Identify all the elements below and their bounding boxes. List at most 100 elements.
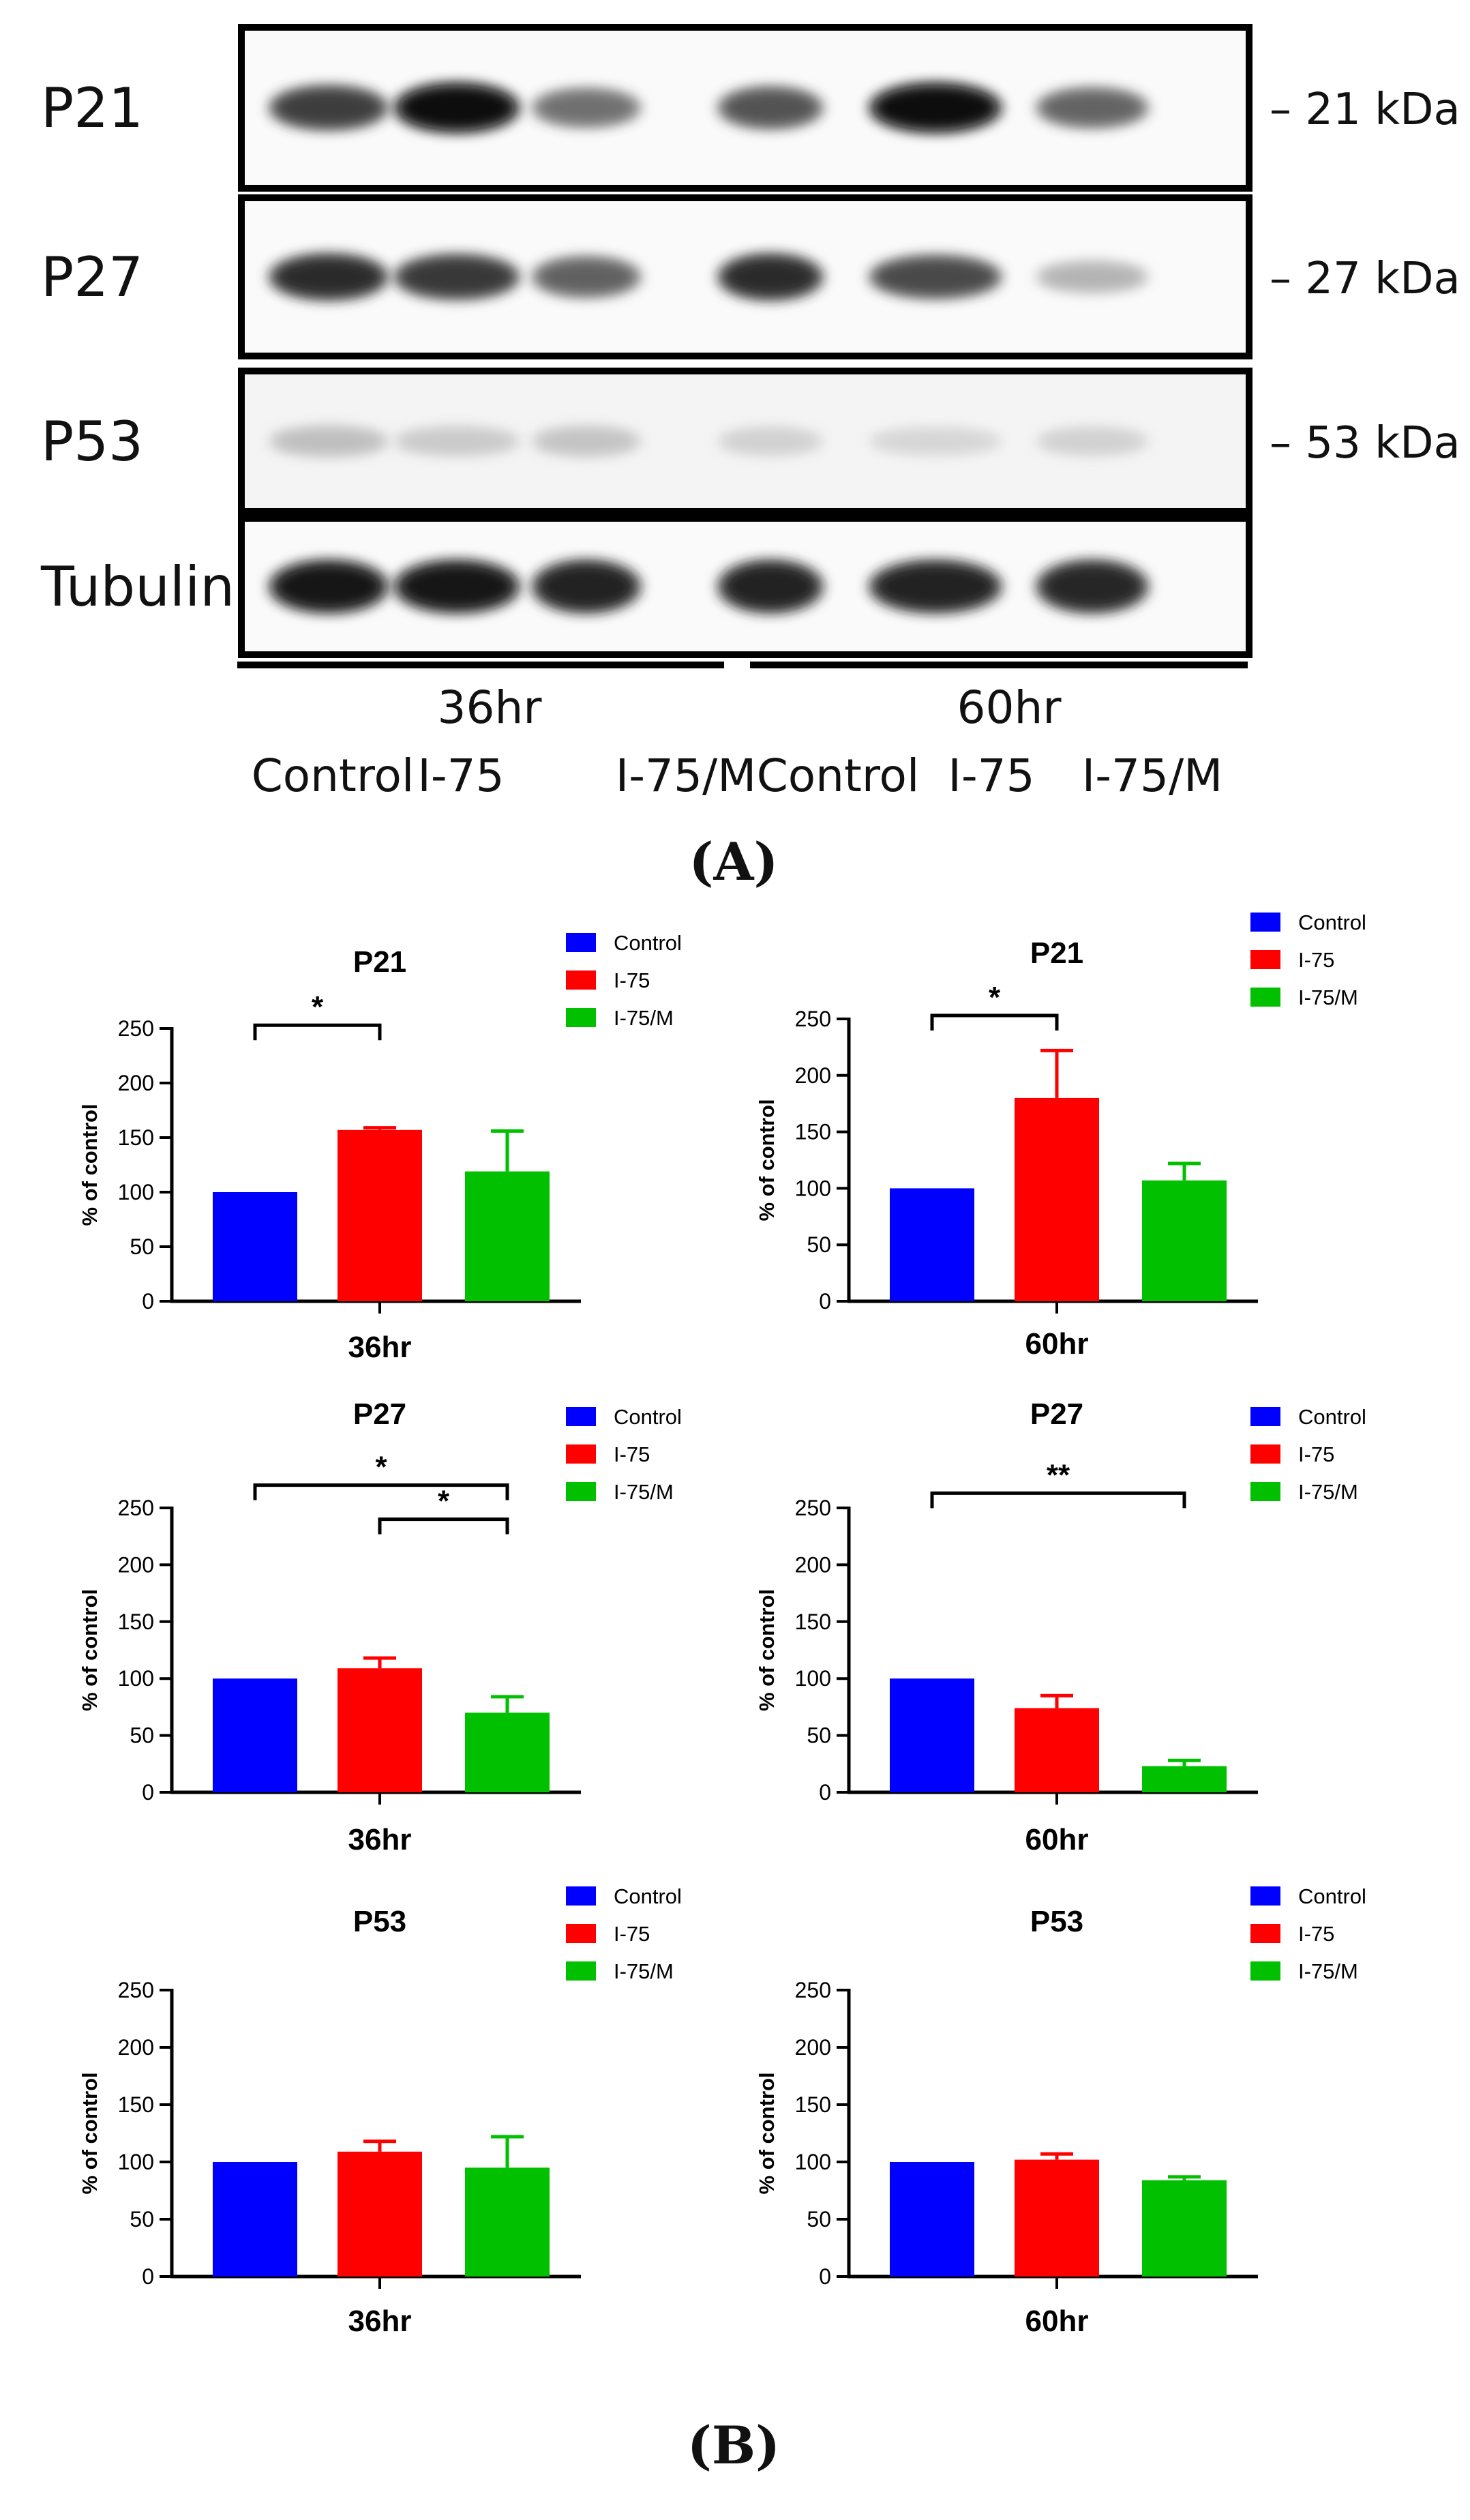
panel-label-b: (B): [687, 2415, 780, 2476]
y-tick-label: 150: [118, 2092, 154, 2117]
bar-i-75-m: [465, 2167, 550, 2277]
legend-label: I-75/M: [1298, 1480, 1358, 1504]
blot-band: [1041, 430, 1143, 453]
legend-swatch: [1250, 1444, 1280, 1464]
chart-title: P27: [1030, 1397, 1083, 1431]
y-tick-label: 100: [795, 1666, 831, 1691]
y-axis-label: % of control: [78, 1103, 102, 1226]
significance-marker: *: [312, 990, 324, 1024]
chart-title: P53: [1030, 1905, 1083, 1938]
y-tick-label: 0: [819, 2264, 831, 2289]
lane-label: I-75: [417, 750, 504, 802]
legend-swatch: [566, 1407, 596, 1426]
bar-control: [213, 2162, 297, 2277]
group-label: 36hr: [438, 681, 543, 734]
x-axis-label: 36hr: [348, 2304, 412, 2338]
bar-control: [890, 1188, 974, 1301]
significance-bracket: [253, 1023, 382, 1041]
x-axis-label: 36hr: [348, 1823, 412, 1856]
blot-band: [874, 86, 997, 130]
y-axis-label: % of control: [755, 2072, 779, 2194]
y-tick-label: 200: [795, 1552, 831, 1577]
y-tick-label: 50: [807, 1232, 831, 1257]
blot-band: [723, 430, 818, 453]
y-tick-label: 0: [819, 1780, 831, 1805]
blot-band: [723, 89, 818, 126]
legend-label: Control: [614, 931, 682, 955]
y-tick-label: 0: [142, 1780, 154, 1805]
blot-band: [723, 563, 818, 610]
y-axis-label: % of control: [755, 1099, 779, 1221]
legend-swatch: [1250, 913, 1280, 932]
x-axis-label: 60hr: [1025, 1823, 1089, 1856]
legend-swatch: [1250, 950, 1280, 969]
bar-control: [890, 2162, 974, 2277]
y-tick-label: 50: [130, 1234, 154, 1259]
legend-label: I-75/M: [614, 1959, 674, 1983]
significance-bracket: [930, 1491, 1186, 1509]
legend-label: Control: [1298, 1405, 1366, 1429]
y-tick-label: 250: [118, 1016, 154, 1041]
legend-swatch: [566, 1961, 596, 1981]
blot-band: [537, 91, 636, 124]
blot-band: [399, 430, 515, 453]
bar-i-75-m: [1142, 1180, 1227, 1301]
significance-bracket: [930, 1013, 1059, 1031]
y-tick-label: 0: [819, 1289, 831, 1314]
molecular-weight-marker: – 27 kDa: [1270, 254, 1460, 304]
x-axis-label: 60hr: [1025, 2304, 1089, 2338]
bar-i-75: [1015, 2159, 1099, 2277]
panel-label-close: ): [755, 2415, 780, 2476]
chart-p27-60hr: P27 0 50 100 150 200 250 % of control 60hr ** Cont…: [755, 1397, 1366, 1856]
y-tick-label: 100: [118, 2150, 154, 2174]
bar-i-75: [1015, 1097, 1099, 1301]
chart-title: P21: [1030, 936, 1083, 970]
blot-band: [274, 563, 383, 610]
chart-p53-36hr: P53 0 50 100 150 200 250 % of control 36hr Contro…: [78, 1884, 682, 2338]
blot-band: [274, 429, 383, 454]
legend-label: I-75: [614, 968, 650, 992]
y-axis-label: % of control: [78, 1589, 102, 1711]
blot-band: [399, 563, 515, 610]
y-tick-label: 150: [795, 1120, 831, 1144]
y-tick-label: 100: [118, 1666, 154, 1691]
bar-i-75-m: [465, 1713, 550, 1792]
y-tick-label: 150: [795, 1610, 831, 1634]
western-blot-panel: P21 – 21 kDa P27 – 27 kDa P53 – 53 kDa Tubulin…: [40, 24, 1460, 892]
legend-swatch: [1250, 1961, 1280, 1981]
blot-row-label: P27: [41, 246, 143, 309]
y-tick-label: 150: [118, 1610, 154, 1634]
y-tick-label: 100: [795, 1176, 831, 1200]
legend-swatch: [566, 933, 596, 952]
chart-p27-36hr: P27 0 50 100 150 200 250 % of control 36hr * * Cont…: [78, 1397, 682, 1856]
y-tick-label: 200: [795, 2035, 831, 2060]
blot-band: [537, 563, 636, 610]
panel-label-a: (A): [689, 831, 779, 892]
legend-label: Control: [1298, 1884, 1366, 1908]
panel-label-letter: A: [713, 831, 755, 892]
y-tick-label: 150: [118, 1125, 154, 1150]
bar-control: [213, 1192, 297, 1301]
legend-label: I-75: [614, 1442, 650, 1466]
y-tick-label: 100: [118, 1180, 154, 1204]
chart-p53-60hr: P53 0 50 100 150 200 250 % of control 60hr Contro…: [755, 1884, 1366, 2338]
legend-label: I-75/M: [1298, 1959, 1358, 1983]
y-tick-label: 250: [795, 1496, 831, 1520]
blot-band: [537, 259, 636, 295]
blot-band: [274, 88, 383, 128]
y-tick-label: 50: [807, 2207, 831, 2232]
panel-label-open: (: [689, 831, 714, 892]
y-axis-label: % of control: [755, 1589, 779, 1711]
legend-swatch: [566, 1008, 596, 1027]
significance-bracket: [378, 1517, 509, 1535]
chart-title: P53: [353, 1905, 406, 1938]
legend-label: Control: [614, 1884, 682, 1908]
blot-band: [874, 563, 997, 610]
molecular-weight-marker: – 21 kDa: [1270, 85, 1460, 135]
legend-swatch: [566, 1886, 596, 1906]
blot-band: [537, 429, 636, 454]
significance-bracket: [253, 1483, 509, 1500]
legend-label: Control: [614, 1405, 682, 1429]
y-tick-label: 200: [118, 2035, 154, 2060]
